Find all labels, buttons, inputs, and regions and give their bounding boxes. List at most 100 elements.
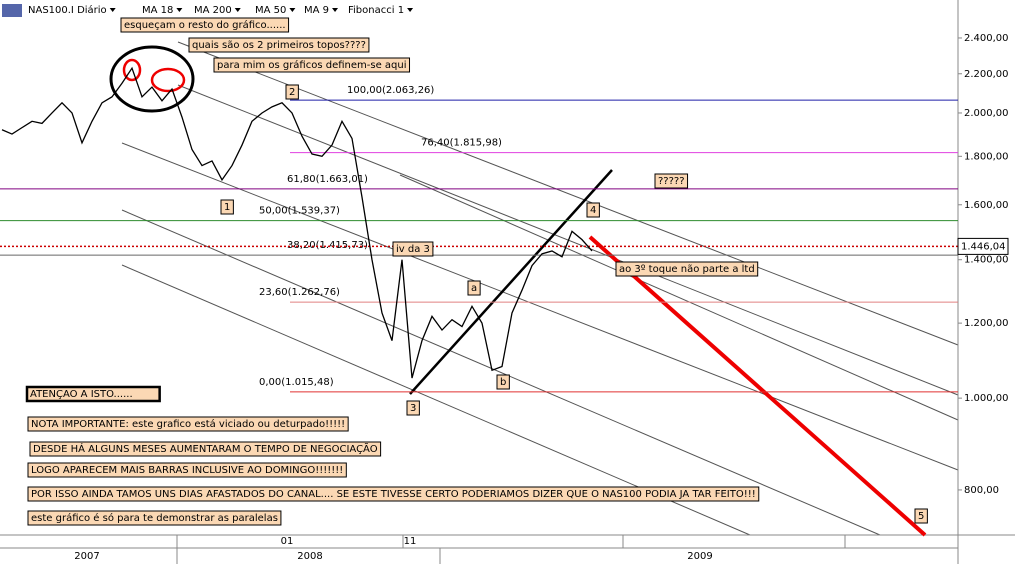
annotation-text: a bbox=[471, 283, 477, 294]
annotation-text: b bbox=[500, 377, 506, 388]
toolbar-item[interactable]: MA 200 bbox=[194, 5, 232, 16]
cfd-icon bbox=[2, 4, 22, 17]
annotation: NOTA IMPORTANTE: este grafico está vicia… bbox=[27, 416, 349, 432]
toolbar-item[interactable]: MA 50 bbox=[255, 5, 286, 16]
channel-line bbox=[121, 142, 959, 471]
annotation-text: 4 bbox=[590, 205, 596, 216]
annotation-box bbox=[27, 462, 347, 478]
dropdown-arrow bbox=[109, 8, 116, 12]
annotation-box bbox=[27, 486, 760, 502]
annotation-text: 5 bbox=[918, 511, 924, 522]
annotation: 2 bbox=[285, 84, 299, 100]
channel-line bbox=[177, 41, 959, 346]
annotation-text: 2 bbox=[289, 87, 295, 98]
fib-label: 100,00(2.063,26) bbox=[347, 85, 434, 96]
period-label: 2007 bbox=[74, 551, 99, 562]
y-tick-label: 2.000,00 bbox=[964, 108, 1009, 119]
annotation: POR ISSO AINDA TAMOS UNS DIAS AFASTADOS … bbox=[27, 486, 760, 502]
period-label: 2009 bbox=[687, 551, 712, 562]
annotation-text: ao 3º toque não parte a ltd bbox=[619, 264, 755, 275]
dropdown-arrow bbox=[176, 8, 183, 12]
toolbar-item[interactable]: MA 9 bbox=[304, 5, 329, 16]
toolbar-item[interactable]: NAS100.I Diário bbox=[28, 4, 107, 16]
annotation-text: 3 bbox=[410, 403, 416, 414]
annotation: quais são os 2 primeiros topos???? bbox=[188, 37, 370, 53]
annotation: ATENÇAO A ISTO...... bbox=[25, 385, 161, 403]
annotation-text: 1 bbox=[224, 202, 230, 213]
annotation-text: ????? bbox=[658, 176, 685, 187]
dropdown-arrow bbox=[332, 8, 339, 12]
dropdown-arrow bbox=[234, 8, 241, 12]
annotation-text: POR ISSO AINDA TAMOS UNS DIAS AFASTADOS … bbox=[31, 489, 756, 500]
highlight-ellipse bbox=[150, 67, 186, 93]
annotation: ????? bbox=[654, 173, 689, 189]
annotation-box bbox=[29, 441, 382, 457]
annotation-text: ATENÇAO A ISTO...... bbox=[30, 389, 133, 400]
annotation-box bbox=[120, 17, 290, 33]
period-label: 11 bbox=[404, 536, 417, 547]
y-tick-label: 1.600,00 bbox=[964, 200, 1009, 211]
annotation-box bbox=[220, 199, 234, 215]
period-label: 01 bbox=[281, 536, 294, 547]
annotation-text: este gráfico é só para te demonstrar as … bbox=[31, 512, 278, 524]
bottom-bar bbox=[0, 534, 1015, 564]
annotation-box bbox=[27, 510, 282, 526]
annotation: este gráfico é só para te demonstrar as … bbox=[27, 510, 282, 526]
annotation-box bbox=[392, 241, 434, 257]
annotation: a bbox=[467, 280, 481, 296]
toolbar-item[interactable]: Fibonacci 1 bbox=[348, 5, 404, 16]
annotation: para mim os gráficos definem-se aqui bbox=[213, 57, 411, 73]
dropdown-arrow bbox=[407, 8, 414, 12]
annotation: LOGO APARECEM MAIS BARRAS INCLUSIVE AO D… bbox=[27, 462, 347, 478]
y-tick-label: 1.000,00 bbox=[964, 393, 1009, 404]
annotation: iv da 3 bbox=[392, 241, 434, 257]
last-price-box bbox=[957, 237, 1009, 255]
annotation-box bbox=[285, 84, 299, 100]
annotation-box bbox=[496, 374, 510, 390]
annotation-text: para mim os gráficos definem-se aqui bbox=[217, 59, 407, 71]
fib-label: 38,20(1.415,73) bbox=[287, 240, 368, 251]
channel-line bbox=[121, 209, 881, 536]
fib-label: 0,00(1.015,48) bbox=[259, 377, 334, 388]
last-price-label: 1.446,04 bbox=[961, 241, 1006, 252]
y-tick-label: 1.200,00 bbox=[964, 318, 1009, 329]
annotation-box bbox=[188, 37, 370, 53]
y-tick-label: 1.400,00 bbox=[964, 255, 1009, 266]
y-tick-label: 2.200,00 bbox=[964, 69, 1009, 80]
annotation: 4 bbox=[586, 202, 600, 218]
annotation: esqueçam o resto do gráfico...... bbox=[120, 17, 290, 33]
fib-label: 23,60(1.262,76) bbox=[259, 287, 340, 298]
annotation-box bbox=[467, 280, 481, 296]
highlight-ellipse bbox=[109, 45, 195, 113]
annotation-text: DESDE HÁ ALGUNS MESES AUMENTARAM O TEMPO… bbox=[33, 442, 378, 455]
red-trend-line bbox=[588, 235, 927, 537]
price-line bbox=[1, 66, 593, 379]
fib-label: 50,00(1.539,37) bbox=[259, 206, 340, 217]
annotation-box bbox=[654, 173, 689, 189]
dropdown-arrow bbox=[289, 8, 296, 12]
annotation-box bbox=[25, 385, 161, 403]
period-label: 2008 bbox=[297, 551, 322, 562]
annotation-box bbox=[914, 508, 928, 524]
trend-line bbox=[409, 169, 613, 395]
annotation-text: NOTA IMPORTANTE: este grafico está vicia… bbox=[31, 418, 345, 430]
annotation-box bbox=[615, 261, 759, 277]
annotation-text: iv da 3 bbox=[396, 244, 430, 255]
fib-label: 76,40(1.815,98) bbox=[421, 138, 502, 149]
y-tick-label: 1.800,00 bbox=[964, 151, 1009, 162]
annotation-box bbox=[27, 416, 349, 432]
annotation: 5 bbox=[914, 508, 928, 524]
annotation-text: quais são os 2 primeiros topos???? bbox=[192, 40, 366, 51]
annotation-box bbox=[586, 202, 600, 218]
y-tick-label: 2.400,00 bbox=[964, 33, 1009, 44]
annotation-box bbox=[213, 57, 411, 73]
annotation: 3 bbox=[406, 400, 420, 416]
y-tick-label: 800,00 bbox=[964, 485, 999, 496]
toolbar-item[interactable]: MA 18 bbox=[142, 5, 173, 16]
annotation-box bbox=[406, 400, 420, 416]
annotation: DESDE HÁ ALGUNS MESES AUMENTARAM O TEMPO… bbox=[29, 441, 382, 457]
annotation: ao 3º toque não parte a ltd bbox=[615, 261, 759, 277]
annotation-text: esqueçam o resto do gráfico...... bbox=[124, 19, 286, 31]
